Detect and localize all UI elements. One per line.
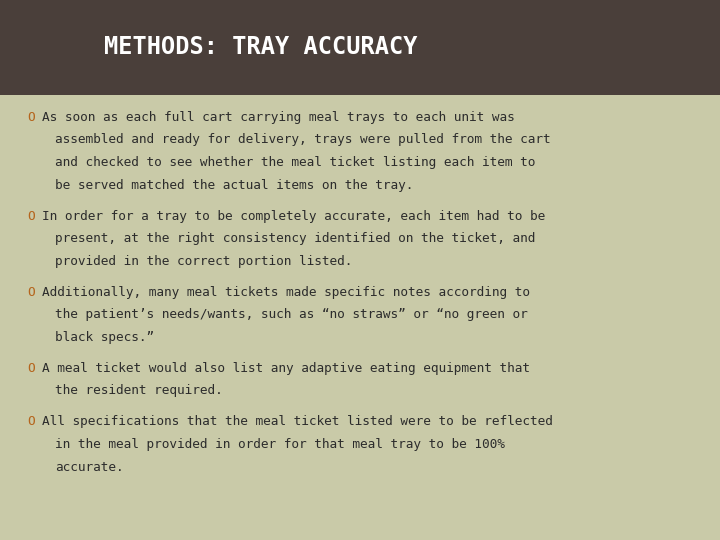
Text: O: O xyxy=(27,286,35,299)
Text: Additionally, many meal tickets made specific notes according to: Additionally, many meal tickets made spe… xyxy=(42,286,530,299)
Text: and checked to see whether the meal ticket listing each item to: and checked to see whether the meal tick… xyxy=(55,156,535,169)
Text: O: O xyxy=(27,415,35,428)
Text: O: O xyxy=(27,210,35,222)
FancyBboxPatch shape xyxy=(0,0,720,94)
Text: All specifications that the meal ticket listed were to be reflected: All specifications that the meal ticket … xyxy=(42,415,553,428)
Text: As soon as each full cart carrying meal trays to each unit was: As soon as each full cart carrying meal … xyxy=(42,111,515,124)
Text: present, at the right consistency identified on the ticket, and: present, at the right consistency identi… xyxy=(55,232,535,245)
Text: black specs.”: black specs.” xyxy=(55,331,154,344)
Text: O: O xyxy=(27,111,35,124)
Text: accurate.: accurate. xyxy=(55,461,123,474)
Text: the resident required.: the resident required. xyxy=(55,384,222,397)
Text: In order for a tray to be completely accurate, each item had to be: In order for a tray to be completely acc… xyxy=(42,210,545,222)
Text: O: O xyxy=(27,362,35,375)
Text: A meal ticket would also list any adaptive eating equipment that: A meal ticket would also list any adapti… xyxy=(42,362,530,375)
Text: provided in the correct portion listed.: provided in the correct portion listed. xyxy=(55,255,352,268)
Text: be served matched the actual items on the tray.: be served matched the actual items on th… xyxy=(55,179,413,192)
Text: assembled and ready for delivery, trays were pulled from the cart: assembled and ready for delivery, trays … xyxy=(55,133,550,146)
Text: in the meal provided in order for that meal tray to be 100%: in the meal provided in order for that m… xyxy=(55,438,505,451)
Text: METHODS: TRAY ACCURACY: METHODS: TRAY ACCURACY xyxy=(104,35,418,59)
Text: the patient’s needs/wants, such as “no straws” or “no green or: the patient’s needs/wants, such as “no s… xyxy=(55,308,528,321)
